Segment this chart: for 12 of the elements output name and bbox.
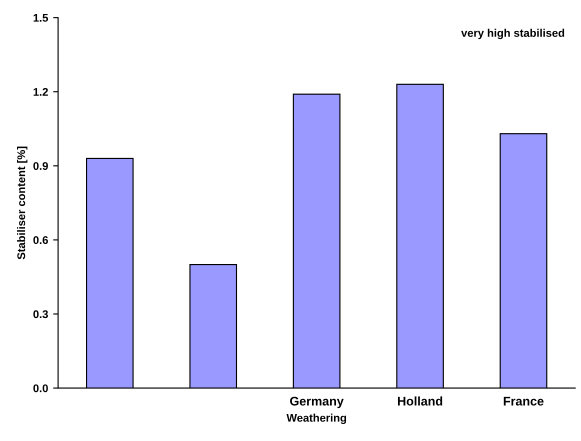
y-tick-label: 0.9 (33, 162, 48, 170)
x-axis-title: Weathering (286, 414, 346, 424)
y-tick-label: 1.2 (34, 88, 48, 96)
x-tick-label: France (504, 396, 544, 406)
x-tick-label: Holland (398, 396, 442, 406)
y-tick-label: 0.3 (33, 310, 48, 318)
annotation: very high stabilised (461, 28, 564, 40)
y-axis-title: Stabiliser content [%] (17, 146, 28, 260)
y-tick-label: 0.0 (33, 384, 48, 392)
x-tick-label: Germany (290, 396, 344, 408)
y-tick-label: 1.5 (34, 14, 48, 22)
y-tick-label: 0.6 (33, 236, 48, 244)
